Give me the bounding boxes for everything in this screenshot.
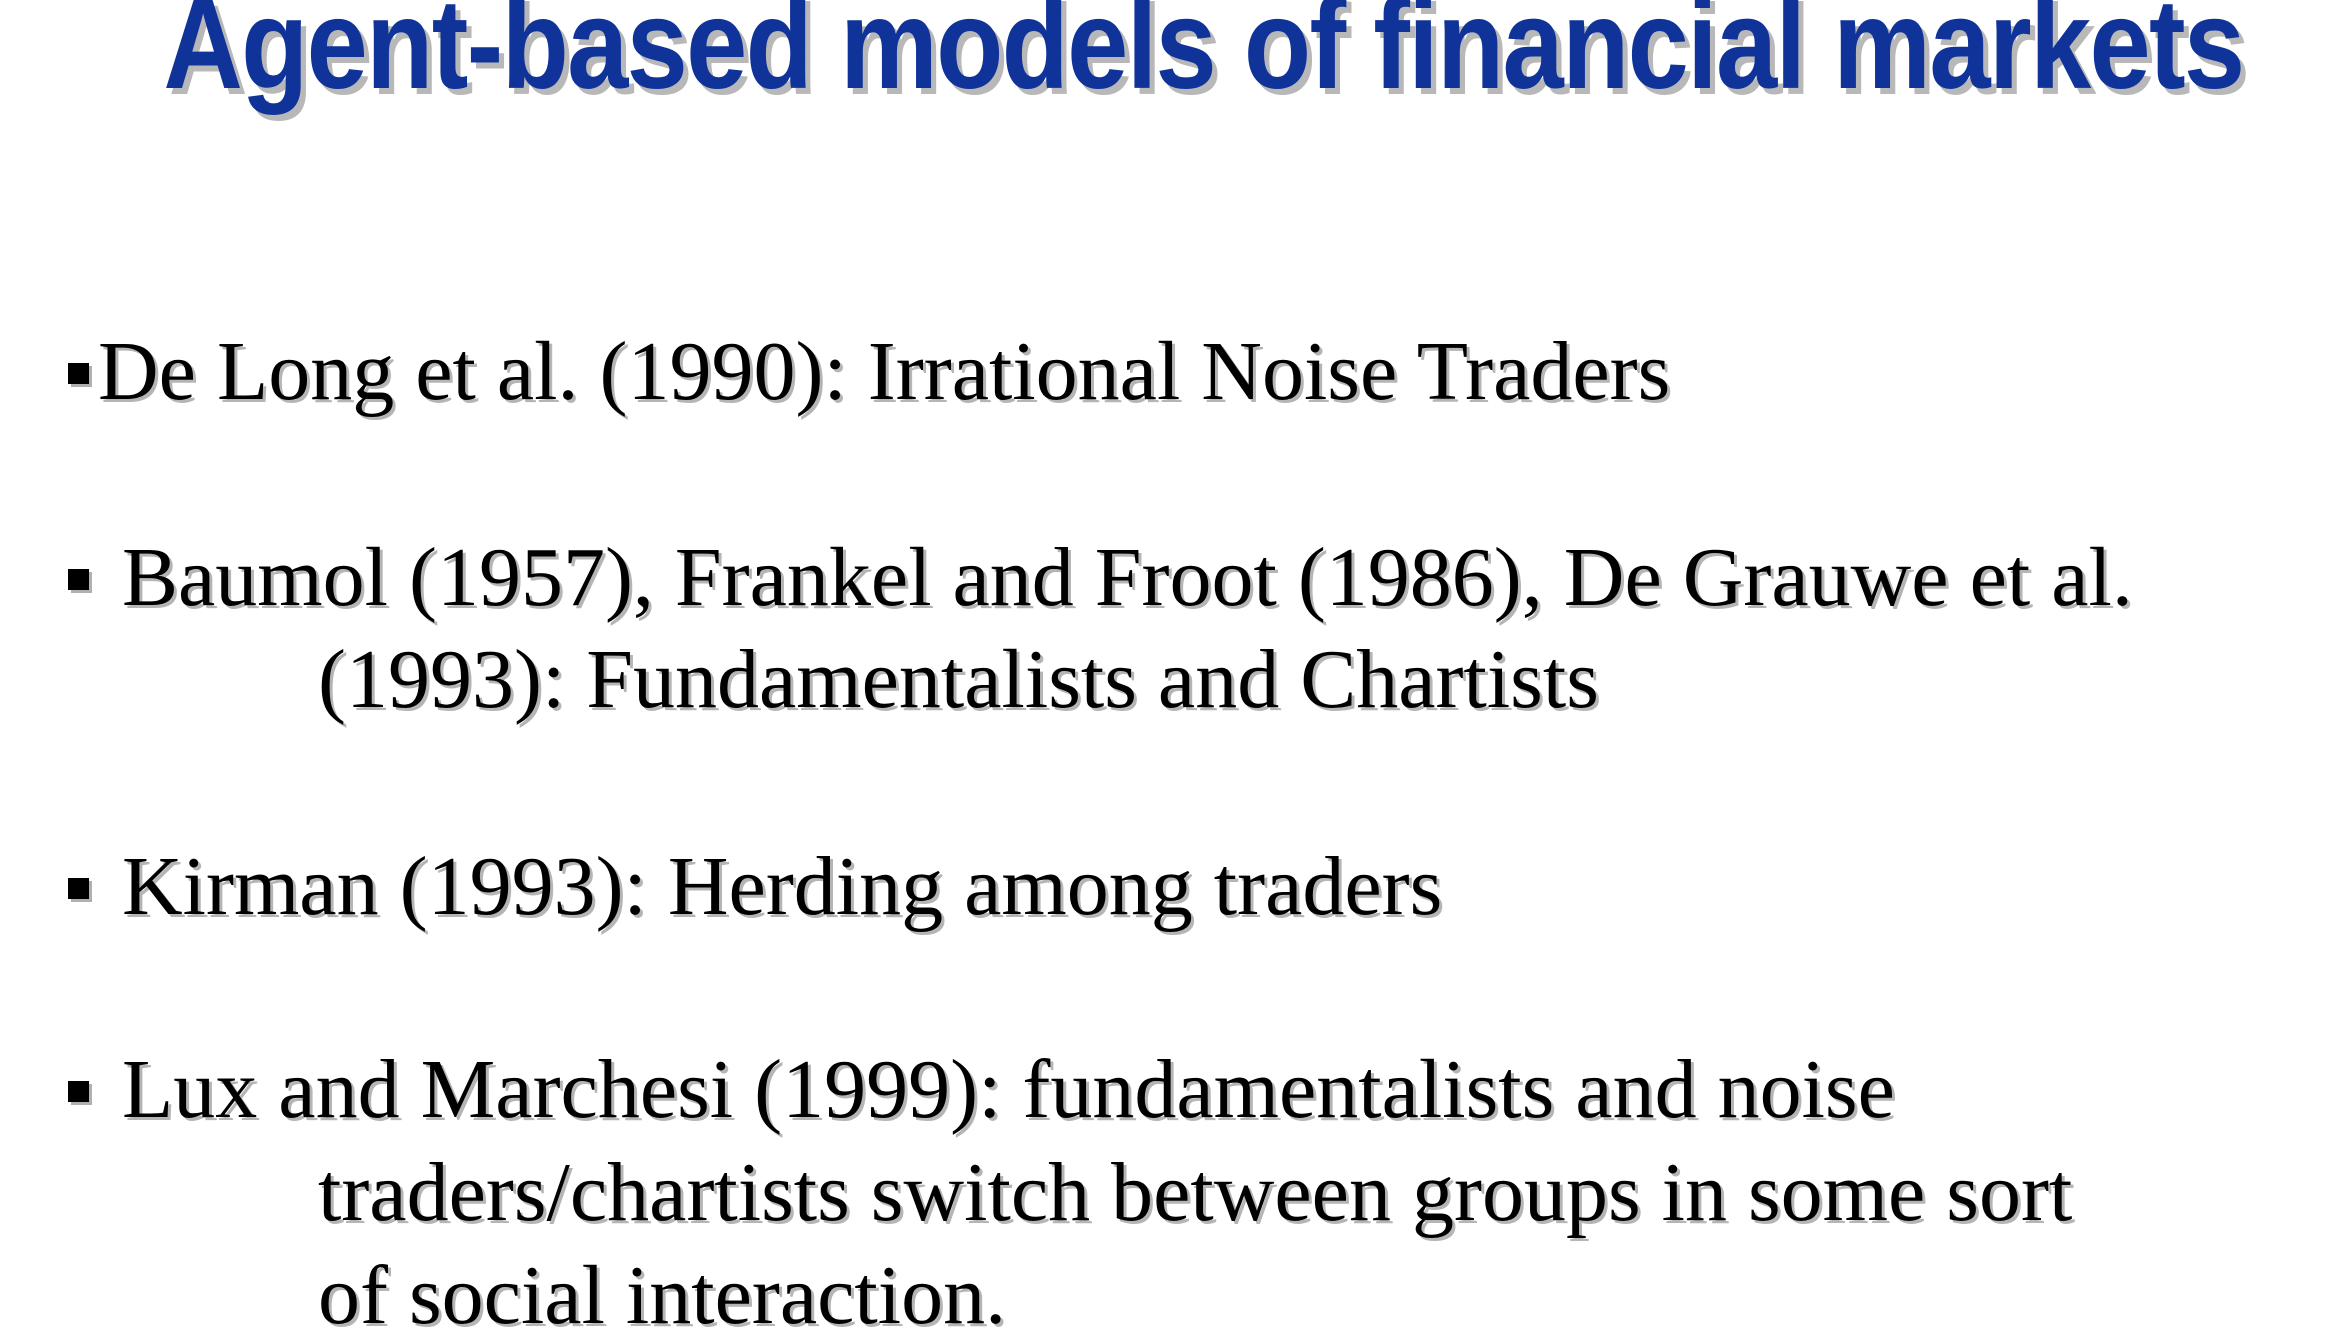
bullet-text-line: of social interaction. xyxy=(318,1249,1007,1334)
bullet-text-line: Baumol (1957), Frankel and Froot (1986),… xyxy=(122,531,2133,624)
slide-title: Agent-based models of financial markets xyxy=(163,0,2245,116)
square-bullet-icon xyxy=(68,878,89,899)
square-bullet-icon xyxy=(68,569,89,590)
square-bullet-icon xyxy=(68,1081,89,1102)
bullet-text-line: De Long et al. (1990): Irrational Noise … xyxy=(98,325,1671,418)
bullet-text-line: Kirman (1993): Herding among traders xyxy=(122,840,1443,933)
bullet-text-line: (1993): Fundamentalists and Chartists xyxy=(318,633,1599,726)
square-bullet-icon xyxy=(68,363,89,384)
bullet-text-line: traders/chartists switch between groups … xyxy=(318,1146,2073,1239)
bullet-text-line: Lux and Marchesi (1999): fundamentalists… xyxy=(122,1043,1895,1136)
